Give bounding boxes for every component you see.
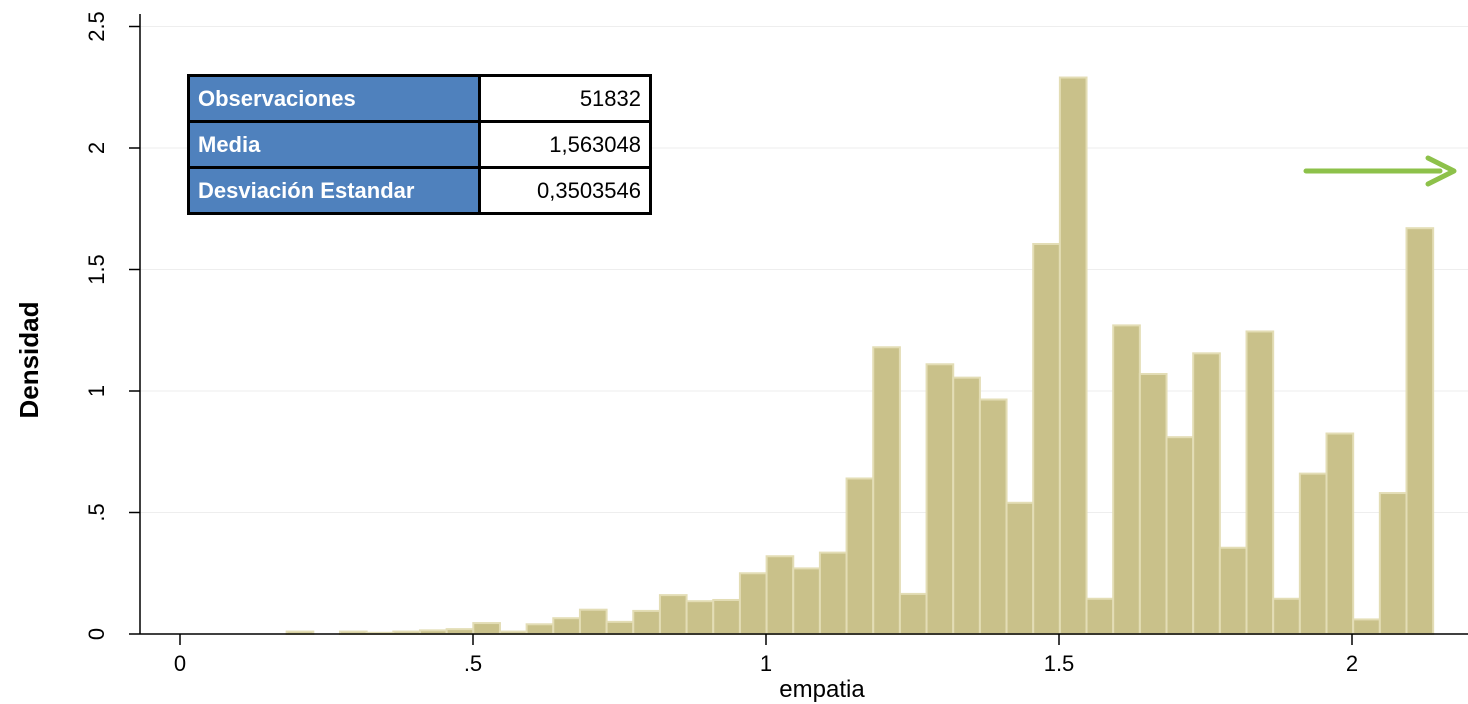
stats-value: 1,563048	[478, 120, 652, 169]
histogram-bar	[1245, 330, 1275, 635]
histogram-bar	[1218, 546, 1248, 635]
histogram-bar	[658, 594, 688, 635]
x-tick-label: .5	[464, 651, 482, 676]
histogram-bar	[525, 623, 555, 636]
histogram-bar	[685, 600, 715, 636]
histogram-bar	[1352, 618, 1381, 635]
histogram-bar	[765, 555, 795, 635]
histogram-bar	[712, 598, 741, 635]
histogram-bar	[1085, 597, 1115, 636]
y-tick-label: .5	[84, 503, 109, 521]
y-ticks: 0 .5 1 1.5 2 2.5	[84, 11, 140, 640]
histogram-bar	[738, 572, 768, 635]
histogram-bar	[1032, 242, 1061, 636]
histogram-bar	[1138, 372, 1168, 635]
y-axis-title: Densidad	[14, 301, 44, 418]
histogram-bar	[1272, 597, 1301, 636]
stats-row-observations: Observaciones 51832	[187, 74, 652, 123]
stats-label: Desviación Estandar	[187, 166, 481, 215]
histogram-bar	[632, 609, 661, 635]
histogram-bar	[925, 363, 955, 635]
histogram-bar	[1192, 352, 1221, 635]
stats-row-std: Desviación Estandar 0,3503546	[187, 166, 652, 215]
histogram-bar	[978, 398, 1008, 635]
histogram-bar	[1325, 432, 1355, 635]
histogram-bar	[952, 376, 981, 635]
stats-value: 51832	[478, 74, 652, 123]
stats-label: Observaciones	[187, 74, 481, 123]
x-tick-label: 1	[760, 651, 772, 676]
histogram-bar	[1298, 472, 1328, 635]
histogram-bar	[792, 567, 821, 636]
arrow-right-icon	[1303, 155, 1457, 187]
x-tick-label: 2	[1346, 651, 1358, 676]
stats-label: Media	[187, 120, 481, 169]
histogram-bar	[1058, 76, 1088, 635]
stats-value: 0,3503546	[478, 166, 652, 215]
y-tick-label: 1.5	[84, 254, 109, 285]
x-axis-title: empatia	[779, 676, 865, 703]
histogram-bar	[552, 617, 581, 636]
histogram-bar	[605, 620, 635, 635]
histogram-bar	[898, 592, 928, 636]
y-tick-label: 0	[84, 628, 109, 640]
axes-layer	[139, 14, 1468, 635]
x-ticks: 0 .5 1 1.5 2	[174, 634, 1358, 676]
stats-row-mean: Media 1,563048	[187, 120, 652, 169]
histogram-bar	[578, 608, 608, 636]
histogram-bar	[1112, 324, 1141, 635]
histogram-bar	[845, 477, 875, 636]
histogram-bar	[818, 551, 848, 635]
x-tick-label: 0	[174, 651, 186, 676]
histogram-bar	[1005, 501, 1035, 635]
histogram-bar	[1405, 227, 1435, 635]
stats-table-body: Observaciones 51832 Media 1,563048 Desvi…	[187, 74, 652, 215]
y-tick-label: 1	[84, 385, 109, 397]
histogram-bar	[872, 346, 901, 635]
histogram-bar	[1378, 492, 1408, 635]
histogram-bar	[1165, 436, 1195, 636]
y-tick-label: 2.5	[84, 11, 109, 42]
y-tick-label: 2	[84, 142, 109, 154]
stats-table: Observaciones 51832 Media 1,563048 Desvi…	[187, 74, 652, 215]
bars-layer	[285, 76, 1435, 636]
x-tick-label: 1.5	[1044, 651, 1075, 676]
histogram-bar	[472, 622, 501, 636]
